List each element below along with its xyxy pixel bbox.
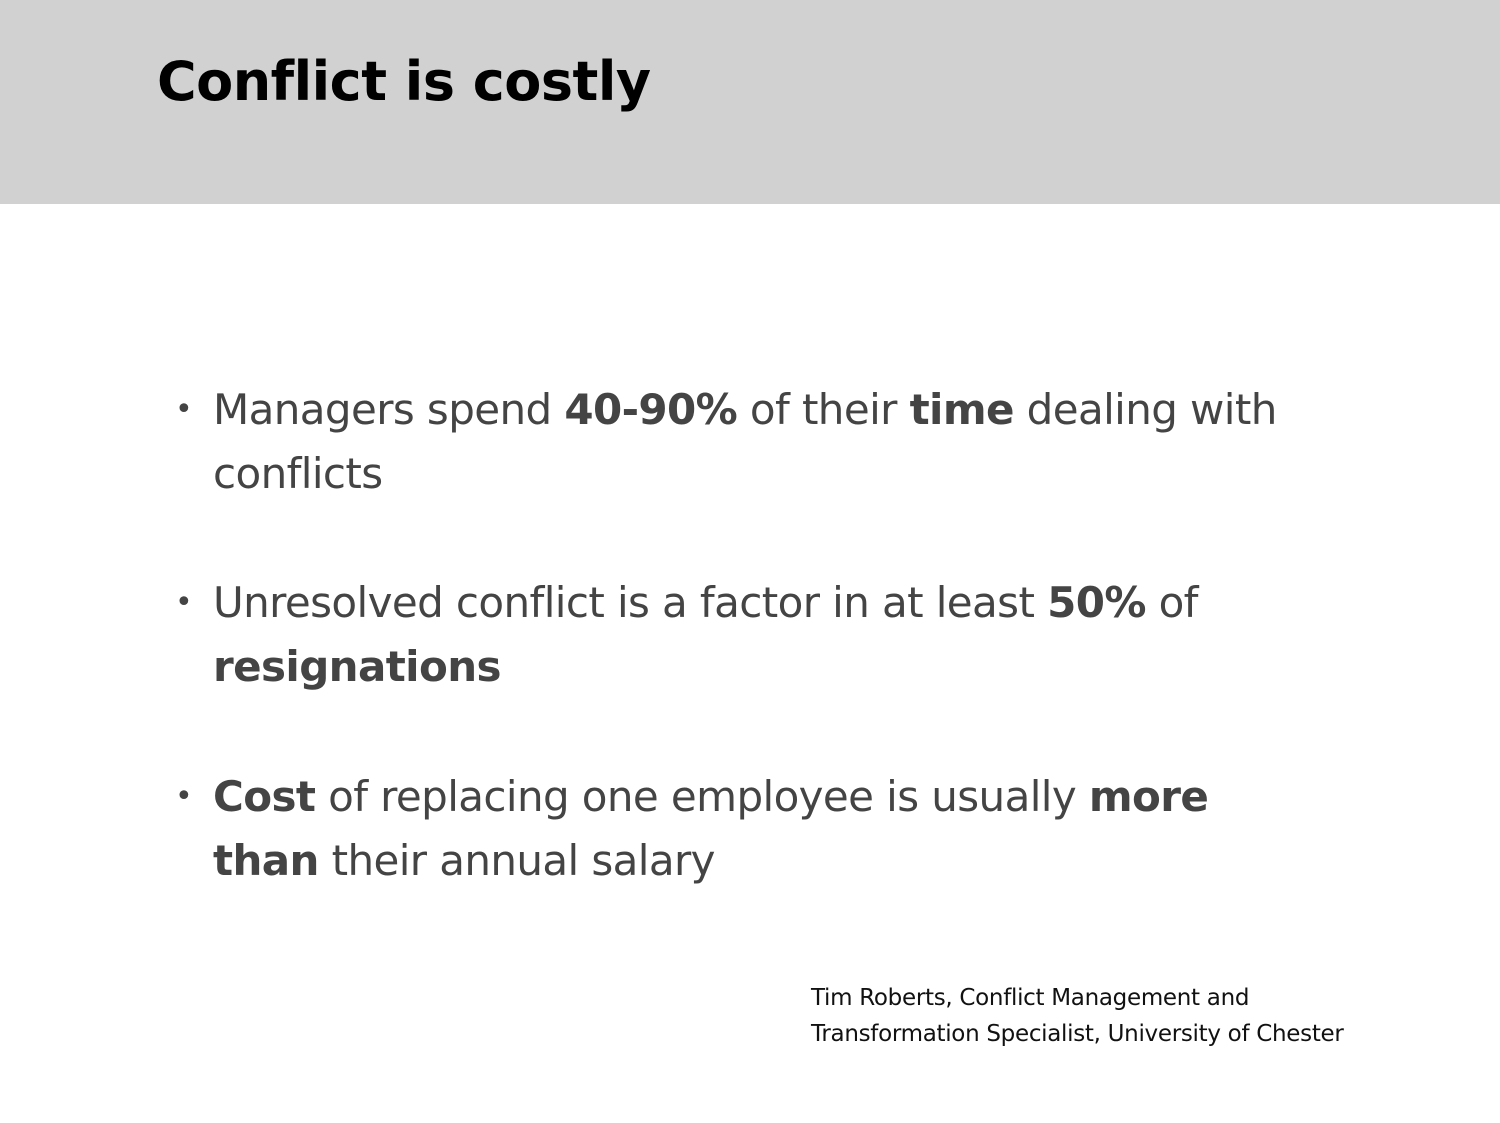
bullet-icon: • [175, 392, 193, 427]
citation: Tim Roberts, Conflict Management and Tra… [811, 980, 1344, 1052]
text-run: their annual salary [318, 836, 716, 885]
bold-text: 40-90% [564, 385, 738, 434]
bold-text: time [909, 385, 1015, 434]
bold-text: Cost [213, 772, 316, 821]
text-run: Unresolved conflict is a factor in at le… [213, 578, 1048, 627]
bold-text: more [1088, 772, 1209, 821]
bullet-line: Managers spend 40-90% of their time deal… [213, 378, 1277, 442]
text-run: of their [737, 385, 910, 434]
bullet-line: conflicts [213, 442, 1277, 506]
bold-text: than [213, 836, 319, 885]
bullet-line: Unresolved conflict is a factor in at le… [213, 571, 1198, 635]
bullet-line: Cost of replacing one employee is usuall… [213, 765, 1209, 829]
citation-line: Transformation Specialist, University of… [811, 1021, 1344, 1047]
text-run: Managers spend [213, 385, 565, 434]
slide-title: Conflict is costly [157, 50, 651, 113]
bullet-line: resignations [213, 635, 1198, 699]
bullet-icon: • [175, 779, 193, 814]
citation-line: Tim Roberts, Conflict Management and [811, 985, 1250, 1011]
bullet-icon: • [175, 585, 193, 620]
bold-text: 50% [1047, 578, 1146, 627]
slide-header: Conflict is costly [0, 0, 1500, 204]
text-run: of [1145, 578, 1199, 627]
text-run: dealing with [1013, 385, 1278, 434]
bullet-line: than their annual salary [213, 829, 1208, 893]
bold-text: resignations [213, 642, 502, 691]
text-run: conflicts [213, 449, 383, 498]
text-run: of replacing one employee is usually [315, 772, 1089, 821]
